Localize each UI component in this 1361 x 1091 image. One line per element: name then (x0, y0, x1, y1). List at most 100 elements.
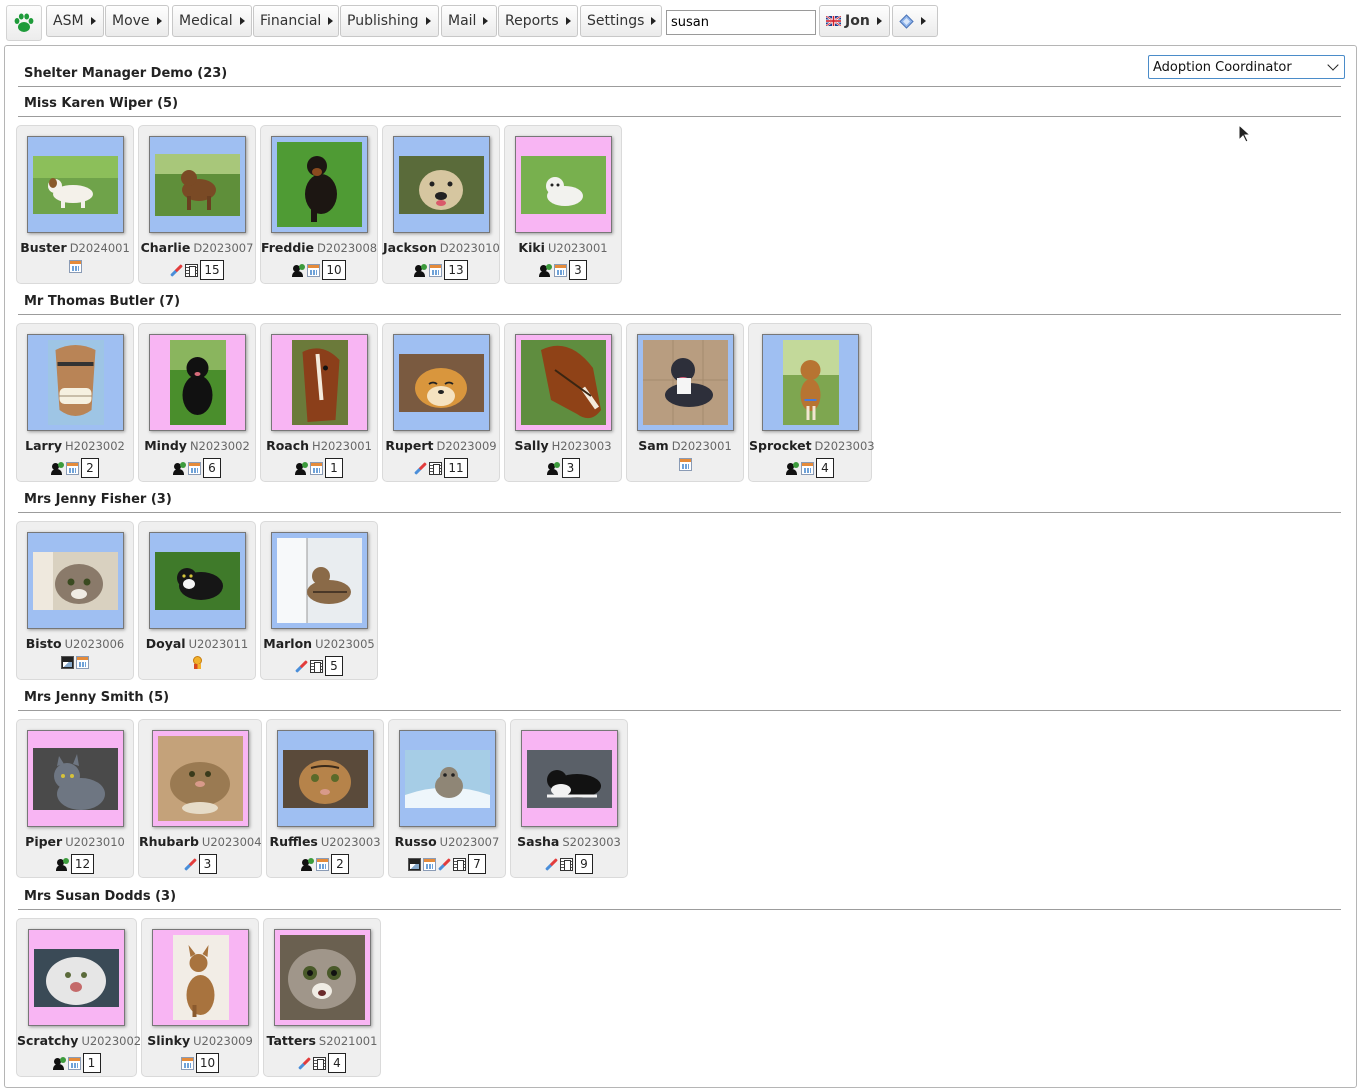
fostered-icon (173, 461, 186, 475)
animal-thumbnail[interactable] (521, 730, 618, 827)
animal-thumbnail[interactable] (393, 334, 490, 431)
animal-thumbnail[interactable] (515, 136, 612, 233)
animal-name-link[interactable]: Kiki (518, 240, 545, 255)
group-heading: Miss Karen Wiper (5) (24, 96, 179, 111)
animal-name-link[interactable]: Larry (25, 438, 62, 453)
animal-card[interactable]: Sasha S2023003 9 (510, 719, 628, 878)
fostered-icon (55, 857, 69, 871)
vaccination-icon (184, 858, 197, 871)
animal-name-link[interactable]: Ruffles (269, 834, 318, 849)
animal-card[interactable]: Sprocket D2023003 4 (748, 323, 875, 482)
animal-card[interactable]: Scratchy U2023002 1 (16, 918, 141, 1077)
animal-card[interactable]: Charlie D2023007 15 (138, 125, 256, 284)
animal-card[interactable]: Buster D2024001 (16, 125, 134, 284)
animal-thumbnail[interactable] (277, 730, 374, 827)
animal-thumbnail[interactable] (27, 532, 124, 629)
animal-name-link[interactable]: Scratchy (17, 1033, 79, 1048)
animal-card[interactable]: Tatters S2021001 4 (263, 918, 381, 1077)
animal-card[interactable]: Marlon U2023005 5 (260, 521, 378, 680)
animal-thumbnail[interactable] (149, 136, 246, 233)
days-count-badge: 6 (203, 458, 221, 478)
animal-name-link[interactable]: Marlon (263, 636, 313, 651)
extras-menu-button[interactable] (892, 5, 938, 37)
calendar-icon (429, 263, 443, 277)
animal-card[interactable]: Piper U2023010 12 (16, 719, 134, 878)
animal-name-link[interactable]: Piper (25, 834, 63, 849)
animal-name-link[interactable]: Buster (20, 240, 67, 255)
menu-settings-button[interactable]: Settings (580, 5, 662, 37)
search-input[interactable] (666, 10, 816, 35)
animal-name-link[interactable]: Rupert (385, 438, 434, 453)
animal-thumbnail[interactable] (149, 334, 246, 431)
animal-code: U2023011 (188, 637, 249, 651)
animal-card[interactable]: Rupert D2023009 11 (382, 323, 500, 482)
menu-medical-button[interactable]: Medical (172, 5, 252, 37)
animal-thumbnail[interactable] (271, 136, 368, 233)
animal-thumbnail[interactable] (27, 136, 124, 233)
animal-thumbnail[interactable] (271, 532, 368, 629)
animal-caption: Bisto U2023006 (17, 636, 133, 651)
menu-financial-button[interactable]: Financial (253, 5, 339, 37)
animal-name-link[interactable]: Sasha (517, 834, 560, 849)
animal-name-link[interactable]: Sprocket (749, 438, 812, 453)
menu-label: Move (112, 13, 150, 29)
animal-name-link[interactable]: Charlie (140, 240, 191, 255)
animal-card[interactable]: Larry H2023002 2 (16, 323, 134, 482)
animal-name-link[interactable]: Freddie (261, 240, 315, 255)
animal-code: D2023010 (439, 241, 500, 255)
animal-thumbnail[interactable] (515, 334, 612, 431)
asm-logo-button[interactable] (6, 5, 42, 41)
animal-thumbnail[interactable] (637, 334, 734, 431)
animal-thumbnail[interactable] (274, 929, 371, 1026)
animal-card[interactable]: Jackson D2023010 13 (382, 125, 500, 284)
animal-thumbnail[interactable] (152, 929, 249, 1026)
menu-mail-button[interactable]: Mail (441, 5, 497, 37)
animal-name-link[interactable]: Tatters (266, 1033, 316, 1048)
animal-card[interactable]: Freddie D2023008 10 (260, 125, 378, 284)
menu-reports-button[interactable]: Reports (498, 5, 578, 37)
animal-name-link[interactable]: Slinky (147, 1033, 191, 1048)
animal-thumbnail[interactable] (762, 334, 859, 431)
animal-name-link[interactable]: Doyal (145, 636, 186, 651)
animal-code: N2023002 (189, 439, 250, 453)
animal-code: H2023003 (551, 439, 612, 453)
animal-card[interactable]: Rhubarb U2023004 3 (138, 719, 262, 878)
animal-thumbnail[interactable] (27, 334, 124, 431)
animal-card[interactable]: Bisto U2023006 (16, 521, 134, 680)
animal-name-link[interactable]: Bisto (25, 636, 62, 651)
animal-name-link[interactable]: Sally (514, 438, 549, 453)
animal-photo (169, 340, 226, 425)
animal-status-icons: 4 (749, 458, 871, 478)
animal-thumbnail[interactable] (27, 730, 124, 827)
animal-card[interactable]: Russo U2023007 7 (388, 719, 506, 878)
menu-asm-button[interactable]: ASM (46, 5, 104, 37)
menu-move-button[interactable]: Move (105, 5, 169, 37)
animal-card[interactable]: Ruffles U2023003 2 (266, 719, 384, 878)
animal-thumbnail[interactable] (152, 730, 249, 827)
animal-thumbnail[interactable] (149, 532, 246, 629)
animal-card[interactable]: Slinky U2023009 10 (141, 918, 259, 1077)
animal-thumbnail[interactable] (399, 730, 496, 827)
animal-name-link[interactable]: Russo (394, 834, 437, 849)
animal-card[interactable]: Roach H2023001 1 (260, 323, 378, 482)
menu-label: Financial (260, 13, 322, 29)
group-heading: Mrs Susan Dodds (3) (24, 889, 177, 904)
animal-card[interactable]: Sam D2023001 (626, 323, 744, 482)
animal-thumbnail[interactable] (28, 929, 125, 1026)
animal-name-link[interactable]: Sam (638, 438, 669, 453)
animal-photo (291, 340, 348, 425)
animal-card[interactable]: Kiki U2023001 3 (504, 125, 622, 284)
user-menu-button[interactable]: Jon (819, 5, 890, 37)
animal-name-link[interactable]: Jackson (383, 240, 437, 255)
role-select[interactable]: Adoption Coordinator (1148, 55, 1345, 79)
menu-publishing-button[interactable]: Publishing (340, 5, 439, 37)
animal-name-link[interactable]: Rhubarb (139, 834, 199, 849)
animal-name-link[interactable]: Roach (266, 438, 310, 453)
animal-thumbnail[interactable] (271, 334, 368, 431)
animal-card[interactable]: Doyal U2023011 (138, 521, 256, 680)
animal-name-link[interactable]: Mindy (144, 438, 187, 453)
animal-photo (172, 935, 229, 1020)
animal-card[interactable]: Sally H2023003 3 (504, 323, 622, 482)
animal-thumbnail[interactable] (393, 136, 490, 233)
animal-card[interactable]: Mindy N2023002 6 (138, 323, 256, 482)
